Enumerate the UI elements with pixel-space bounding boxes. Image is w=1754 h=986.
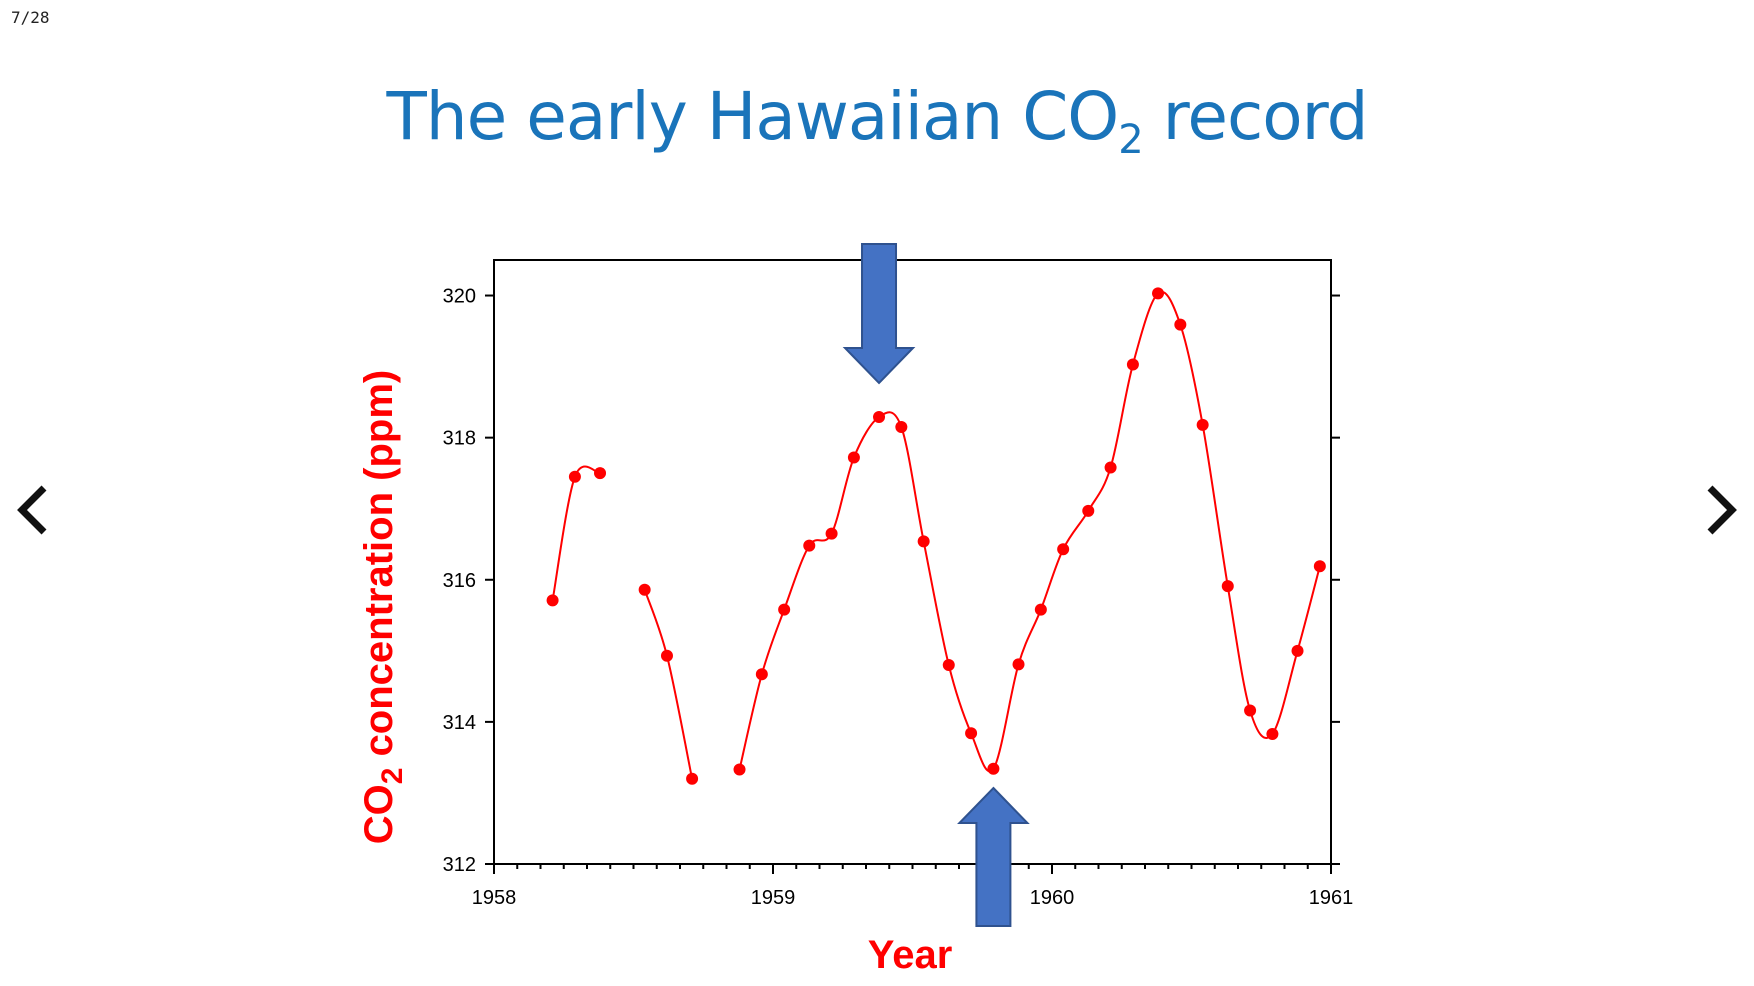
x-tick-label: 1960 <box>1030 887 1075 909</box>
data-point <box>660 649 673 662</box>
y-tick-label: 320 <box>443 286 476 308</box>
data-point <box>594 467 607 480</box>
y-axis-label-sub: 2 <box>376 768 409 785</box>
data-point <box>1221 580 1234 593</box>
x-axis-label: Year <box>868 933 953 977</box>
previous-slide-button[interactable] <box>14 480 54 540</box>
slide-counter: 7/28 <box>11 8 50 27</box>
next-slide-button[interactable] <box>1700 480 1740 540</box>
y-tick-label: 312 <box>443 854 476 876</box>
data-point <box>1152 287 1165 300</box>
y-axis-label: CO2 concentration (ppm) <box>357 370 409 844</box>
data-point <box>1244 704 1257 717</box>
series-line <box>643 589 694 779</box>
data-point <box>1126 358 1139 371</box>
x-tick-label: 1958 <box>472 887 517 909</box>
data-point <box>873 411 886 424</box>
data-point <box>1082 504 1095 517</box>
data-point <box>686 772 699 785</box>
data-point <box>1266 727 1279 740</box>
data-point <box>803 539 816 552</box>
data-point <box>987 762 1000 775</box>
data-point <box>568 470 581 483</box>
data-point <box>778 603 791 616</box>
trough-arrow-up <box>957 786 1030 927</box>
data-point <box>965 727 978 740</box>
data-point <box>1057 543 1070 556</box>
slide-title: The early Hawaiian CO2 record <box>0 78 1754 163</box>
data-point <box>1034 603 1047 616</box>
data-point <box>1104 461 1117 474</box>
y-axis-label-end: concentration (ppm) <box>357 370 401 768</box>
title-subscript: 2 <box>1118 117 1143 163</box>
x-tick-label: 1959 <box>751 887 796 909</box>
chevron-left-icon <box>17 485 47 535</box>
data-point <box>942 659 955 672</box>
plot-frame <box>493 259 1332 865</box>
data-point <box>755 668 768 681</box>
y-tick-label: 316 <box>443 570 476 592</box>
data-point <box>638 583 651 596</box>
x-tick-label: 1961 <box>1309 887 1354 909</box>
data-point <box>1291 644 1304 657</box>
data-point <box>847 451 860 464</box>
data-point <box>546 594 559 607</box>
title-main: The early Hawaiian CO <box>386 78 1119 155</box>
y-tick-label: 318 <box>443 428 476 450</box>
chevron-right-icon <box>1707 485 1737 535</box>
data-point <box>917 535 930 548</box>
title-end: record <box>1142 78 1369 155</box>
data-point <box>1012 658 1025 671</box>
data-point <box>825 527 838 540</box>
y-axis-label-main: CO <box>357 784 401 844</box>
data-point <box>1196 418 1209 431</box>
data-point <box>895 420 908 433</box>
data-point <box>733 763 746 776</box>
peak-arrow-down <box>842 243 916 385</box>
y-tick-label: 314 <box>443 712 476 734</box>
data-point <box>1174 318 1187 331</box>
data-point <box>1313 560 1326 573</box>
series-line <box>551 465 601 601</box>
